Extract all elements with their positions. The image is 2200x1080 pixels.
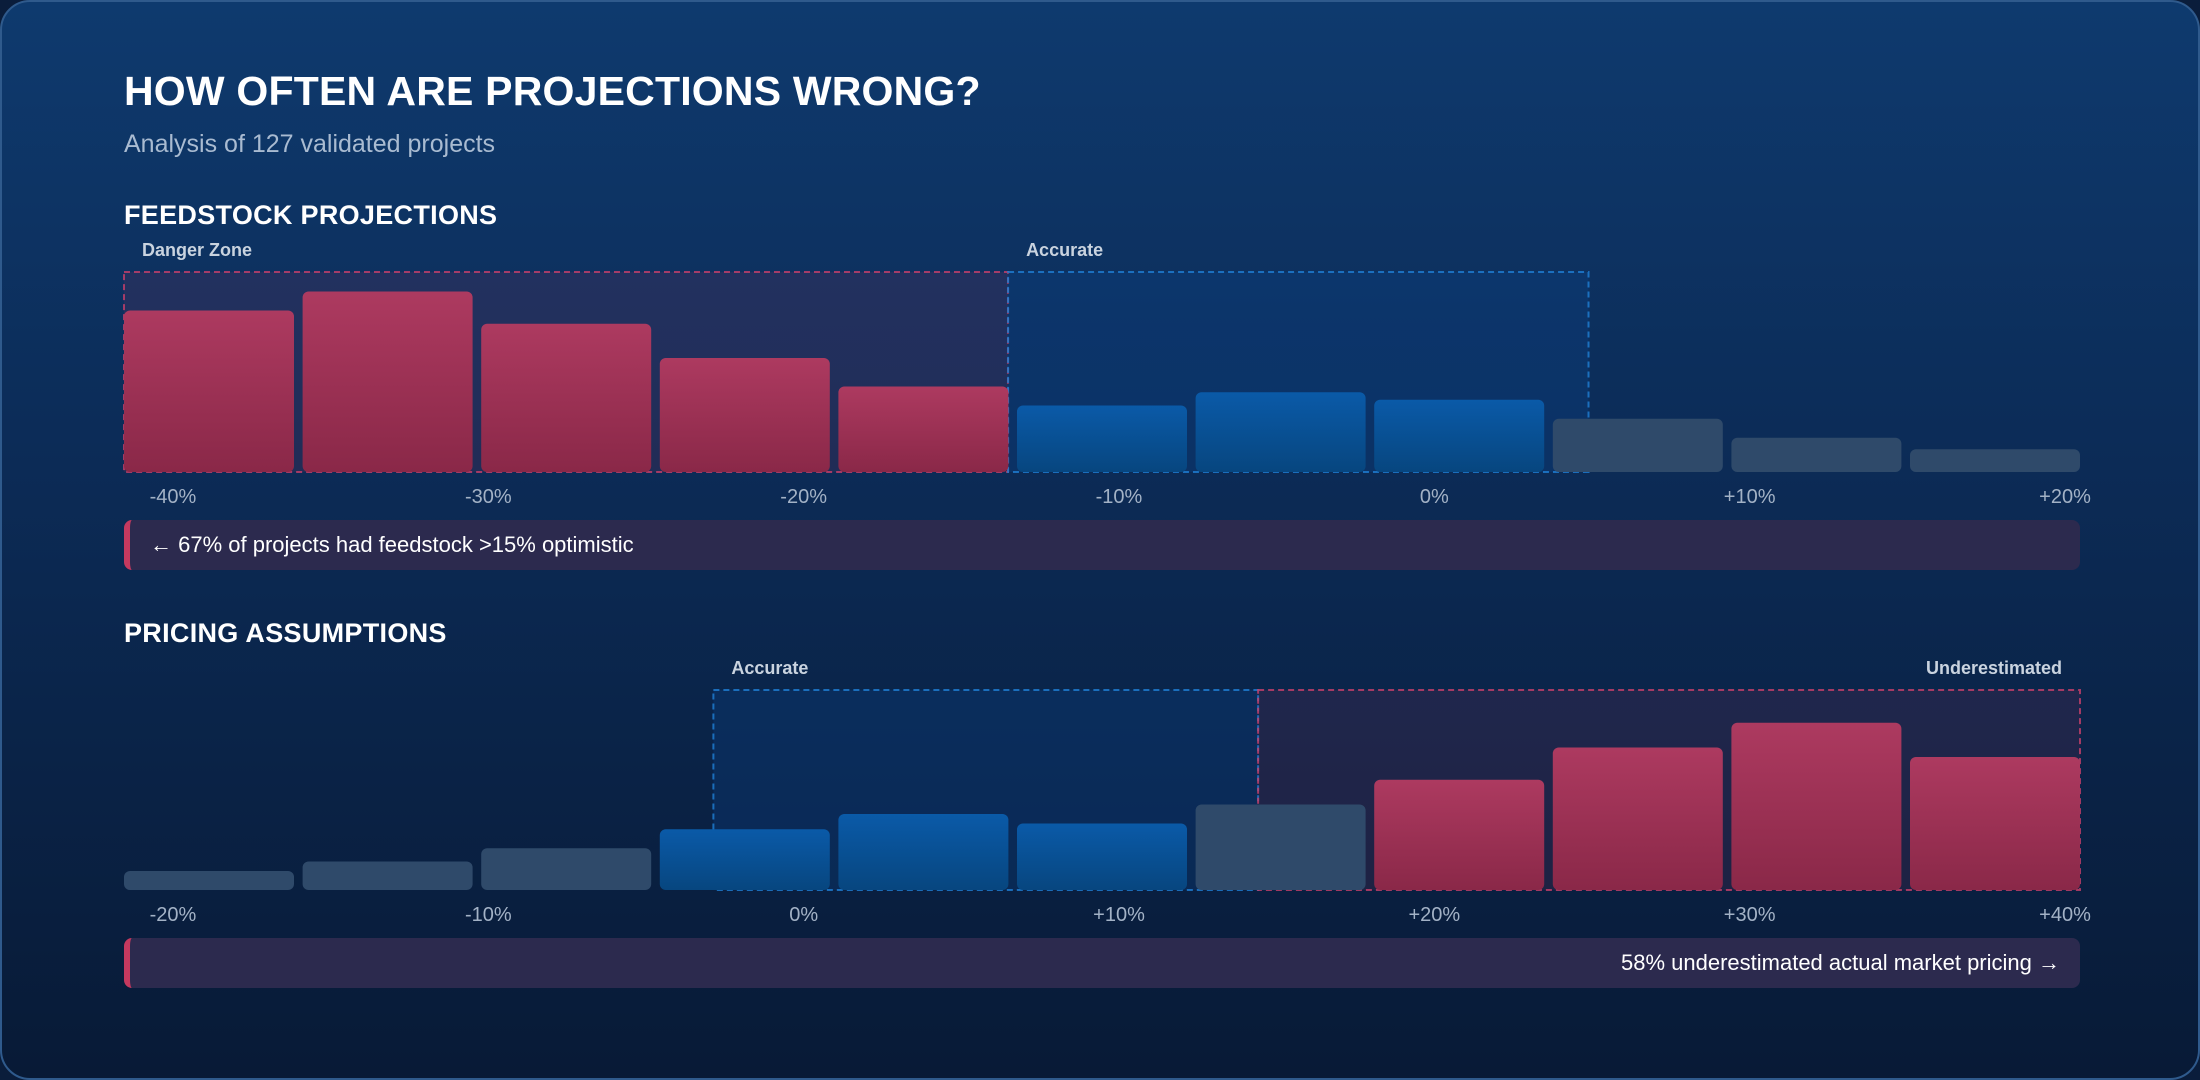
bar-7 [1374,399,1545,472]
bar-9 [1731,722,1902,890]
tick-label: 0% [789,904,819,926]
feedstock-callout: ← 67% of projects had feedstock >15% opt… [124,520,2080,570]
tick-label: -20% [149,904,197,926]
bar-9 [1731,437,1902,472]
feedstock-chart-svg [123,271,2080,473]
zone-label-accurate: Accurate [1026,240,1104,260]
bar-4 [838,814,1009,890]
bar-1 [302,861,473,890]
bar-10 [1910,449,2080,472]
tick-label: -40% [149,486,197,508]
feedstock-histogram: Danger Zone Accurate -40% -30% -20% -10% 0% +10… [123,240,2091,520]
bar-2 [481,323,652,472]
bar-3 [659,358,830,472]
feedstock-section-title: FEEDSTOCK PROJECTIONS [124,200,498,230]
bar-8 [1552,418,1723,472]
tick-label: +10% [1093,904,1145,926]
zone-label-accurate: Accurate [731,658,809,678]
tick-label: -10% [1095,486,1143,508]
bar-0 [124,871,294,890]
bar-8 [1552,747,1723,890]
bar-1 [302,291,473,472]
tick-label: +10% [1723,486,1776,508]
bar-6 [1195,392,1366,472]
tick-label: +20% [1408,904,1461,926]
bar-7 [1374,779,1545,890]
tick-label: +20% [2039,486,2091,508]
zone-label-danger: Danger Zone [142,240,253,260]
pricing-chart-svg [124,689,2081,891]
tick-label: +30% [1723,904,1776,926]
pricing-histogram: Accurate Underestimated -20% -10% 0% +10% +20%… [124,658,2091,938]
bar-2 [481,848,652,890]
bar-5 [1017,823,1187,890]
bar-6 [1195,804,1366,890]
zone-label-danger: Underestimated [1925,658,2062,678]
bar-0 [124,310,294,472]
tick-label: -10% [464,904,512,926]
tick-label: +40% [2039,904,2091,926]
bar-3 [659,829,830,890]
pricing-callout: 58% underestimated actual market pricing… [124,938,2080,988]
bar-5 [1017,405,1187,472]
tick-label: -20% [780,486,828,508]
bar-10 [1910,757,2080,890]
page-subtitle: Analysis of 127 validated projects [124,130,496,158]
pricing-section-title: PRICING ASSUMPTIONS [124,618,447,648]
tick-label: 0% [1419,486,1449,508]
bar-4 [838,386,1009,472]
tick-label: -30% [464,486,512,508]
page-title: HOW OFTEN ARE PROJECTIONS WRONG? [124,68,981,114]
